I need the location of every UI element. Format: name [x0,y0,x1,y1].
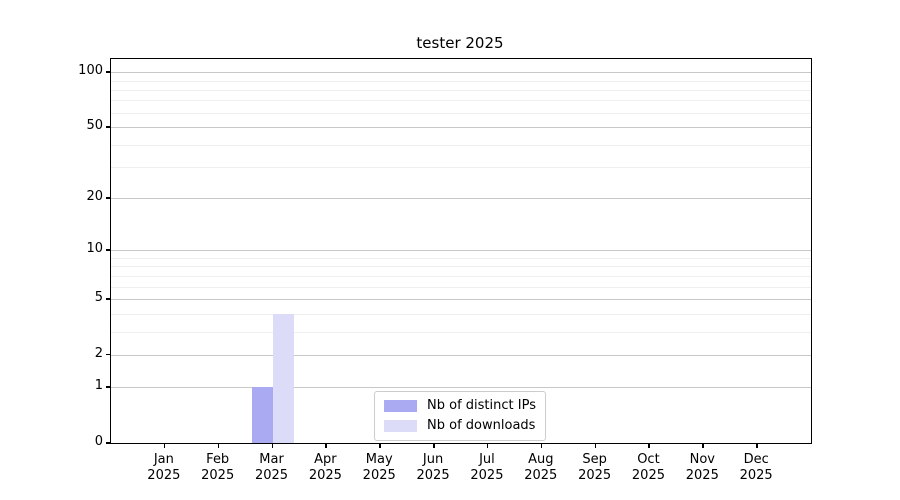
legend-label-nb-of-downloads: Nb of downloads [427,418,536,433]
x-tick-year: 2025 [147,468,181,483]
x-tick-month: Feb [206,452,230,467]
y-tick-mark-1 [106,386,110,388]
x-tick-month: Jul [479,452,495,467]
y-tick-label-20: 20 [86,189,103,205]
x-tick-mark-jul [486,443,489,448]
x-tick-mark-apr [325,443,327,448]
y-tick-label-0: 0 [94,434,103,449]
y-tick-mark-100 [106,71,110,73]
y-tick-mark-2 [106,353,110,356]
gridline-minor-80 [111,89,811,91]
gridline-minor-8 [111,266,811,268]
x-tick-month: Oct [637,452,660,467]
gridline-minor-70 [111,100,811,102]
x-tick-year: 2025 [470,468,504,483]
x-tick-label-aug: Aug 2025 [506,452,576,484]
x-tick-month: Nov [689,452,715,467]
y-tick-label-2: 2 [94,345,103,361]
x-tick-mark-dec [756,443,758,448]
x-tick-label-dec: Dec 2025 [721,452,791,484]
x-tick-mark-nov [702,443,704,448]
x-tick-year: 2025 [308,468,342,483]
y-tick-label-5: 5 [94,290,103,306]
x-tick-month: Jan [153,452,174,467]
y-tick-mark-0 [106,442,110,444]
gridline-minor-30 [111,167,811,169]
x-tick-year: 2025 [685,468,719,483]
legend-label-nb-of-distinct-ips: Nb of distinct IPs [427,398,536,413]
x-tick-year: 2025 [201,468,235,483]
gridline-minor-9 [111,257,811,259]
x-tick-mark-oct [648,443,650,448]
gridline-major-100 [111,72,811,74]
x-tick-year: 2025 [362,468,396,483]
x-tick-label-feb: Feb 2025 [183,452,253,484]
x-tick-month: Jun [422,452,444,467]
x-tick-mark-sep [594,443,597,448]
x-tick-mark-aug [540,443,543,448]
y-tick-label-1: 1 [94,378,103,394]
x-tick-label-may: May 2025 [344,452,414,484]
bar-nb-of-distinct-ips-mar-2025 [251,387,273,443]
gridline-major-20 [111,198,811,200]
x-tick-label-jan: Jan 2025 [129,452,199,484]
y-tick-mark-50 [106,126,110,128]
x-tick-mark-jan [163,443,166,448]
legend-swatch-nb-of-distinct-ips [384,400,418,412]
y-tick-mark-5 [106,298,110,300]
gridline-major-10 [111,250,811,252]
x-tick-year: 2025 [524,468,558,483]
x-tick-mark-feb [217,443,220,448]
gridline-major-5 [111,299,811,301]
x-tick-label-sep: Sep 2025 [560,452,630,484]
legend-swatch-nb-of-downloads [384,420,418,432]
chart-title: tester 2025 [416,34,504,52]
legend-item-nb-of-distinct-ips: Nb of distinct IPs [384,398,536,414]
x-tick-label-jul: Jul 2025 [452,452,522,484]
gridline-minor-40 [111,144,811,146]
x-tick-month: Aug [528,452,554,467]
gridline-major-1 [111,387,811,389]
x-tick-mark-mar [271,443,274,448]
y-tick-label-10: 10 [86,241,103,257]
y-tick-label-50: 50 [86,118,103,134]
x-tick-year: 2025 [739,468,773,483]
gridline-major-2 [111,354,811,356]
y-tick-label-100: 100 [78,63,103,79]
x-tick-year: 2025 [578,468,612,483]
x-tick-label-apr: Apr 2025 [290,452,360,484]
plot-area [110,58,812,444]
x-tick-label-oct: Oct 2025 [613,452,683,484]
x-tick-label-jun: Jun 2025 [398,452,468,484]
gridline-minor-90 [111,80,811,82]
x-tick-mark-jun [433,443,435,448]
legend: Nb of distinct IPs Nb of downloads [374,391,546,441]
x-tick-month: Mar [259,452,284,467]
x-tick-year: 2025 [416,468,450,483]
x-tick-month: Dec [743,452,769,467]
bar-nb-of-downloads-mar-2025 [272,313,294,443]
x-tick-label-mar: Mar 2025 [237,452,307,484]
gridline-minor-60 [111,112,811,114]
gridline-minor-4 [111,313,811,315]
x-tick-year: 2025 [254,468,289,483]
legend-item-nb-of-downloads: Nb of downloads [384,418,536,434]
gridline-minor-3 [111,331,811,333]
x-tick-month: Sep [582,452,607,467]
gridline-major-50 [111,127,811,129]
x-tick-mark-may [379,443,381,448]
x-tick-month: Apr [314,452,337,467]
x-tick-label-nov: Nov 2025 [667,452,737,484]
x-tick-year: 2025 [631,468,665,483]
gridline-minor-6 [111,286,811,288]
gridline-minor-7 [111,275,811,277]
y-tick-mark-20 [106,197,110,199]
y-tick-mark-10 [106,249,110,251]
x-tick-month: May [365,452,393,467]
